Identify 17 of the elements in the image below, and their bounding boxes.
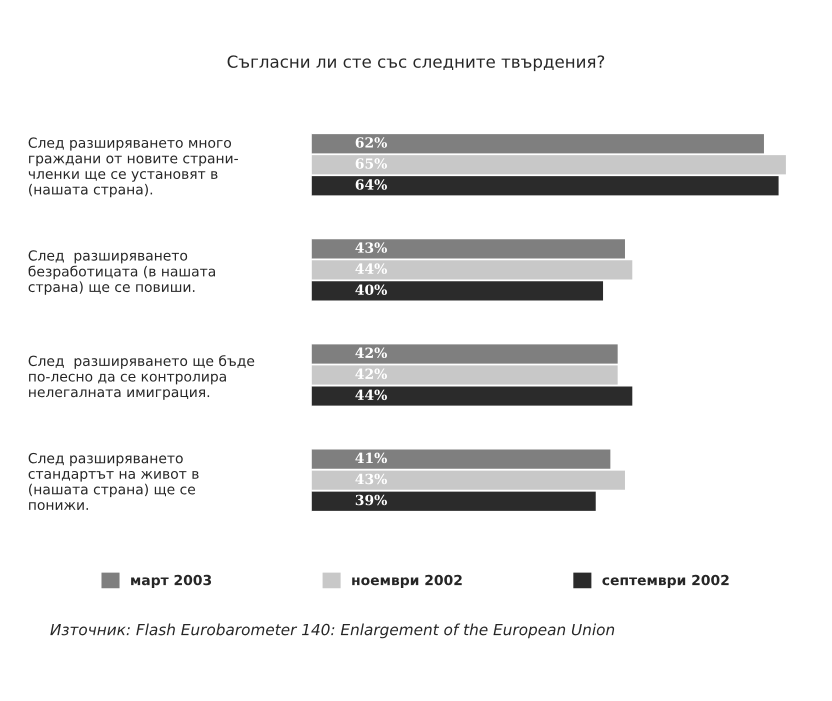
chart-title: Съгласни ли сте със следните твърдения? [228, 55, 604, 72]
data-label: 44% [355, 390, 387, 400]
legend-label: септември 2002 [602, 574, 729, 588]
y-tick-label: След разширяването ще бъде по-лесно да се контролира нелегалната имиграция. [28, 355, 254, 400]
data-label: 64% [356, 179, 387, 190]
data-label: 42% [355, 348, 387, 358]
legend-label: март 2003 [131, 574, 212, 588]
legend-label: ноември 2002 [352, 574, 462, 588]
y-tick-label: След разширяването безработицата (в нашата страна) ще се повиши. [28, 250, 215, 295]
data-label: 40% [355, 284, 387, 295]
y-tick-label: След разширяването много граждани от новите страни- членки ще се установят в (нашата страна). [28, 137, 238, 198]
y-tick-label: След разширяването стандартът на живот в (нашата страна) ще се понижи. [28, 452, 199, 510]
data-label: 62% [356, 137, 387, 148]
text: Източник: Flash Eurobarometer 140: Enlargement of the European Union [50, 624, 614, 638]
data-label: 43% [355, 242, 387, 253]
data-label: 41% [355, 452, 387, 464]
data-label: 39% [356, 494, 387, 506]
